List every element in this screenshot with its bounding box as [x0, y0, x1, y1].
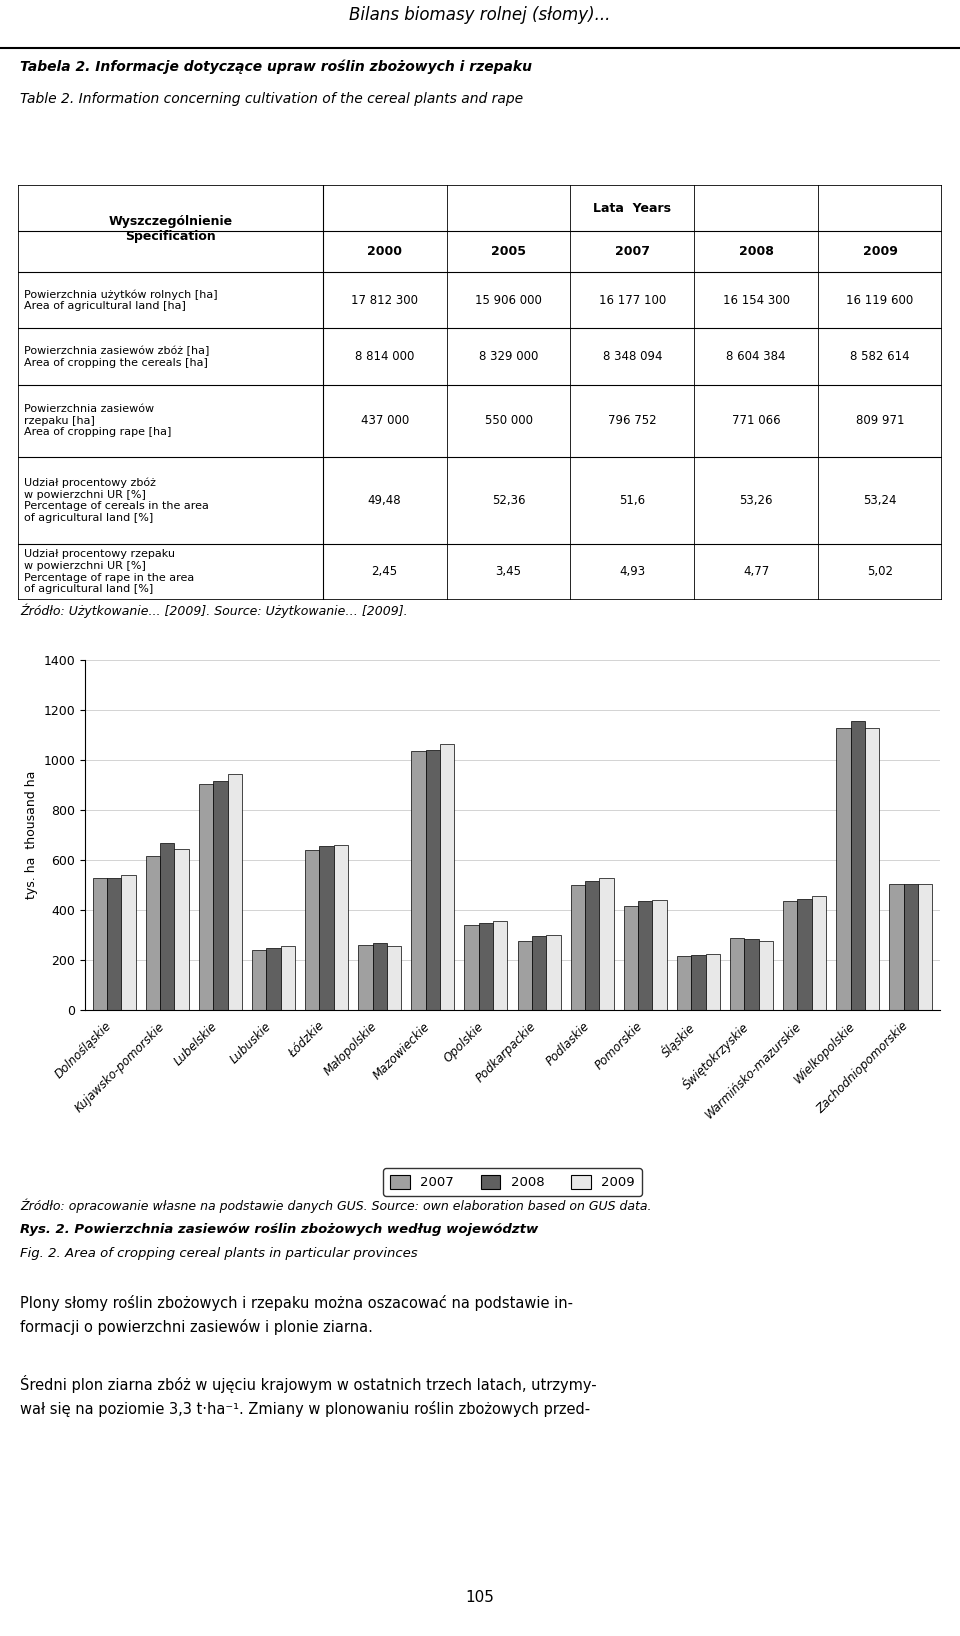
Bar	[493, 921, 508, 1009]
Text: 8 582 614: 8 582 614	[851, 350, 910, 363]
Text: Bilans biomasy rolnej (słomy)...: Bilans biomasy rolnej (słomy)...	[349, 7, 611, 25]
Text: 2000: 2000	[367, 245, 402, 258]
Text: Wyszczególnienie
Specification: Wyszczególnienie Specification	[108, 214, 232, 242]
Bar	[517, 941, 532, 1009]
Text: Table 2. Information concerning cultivation of the cereal plants and rape: Table 2. Information concerning cultivat…	[20, 92, 523, 106]
Text: Powierzchnia użytków rolnych [ha]
Area of agricultural land [ha]: Powierzchnia użytków rolnych [ha] Area o…	[24, 290, 218, 311]
Text: 16 177 100: 16 177 100	[599, 294, 666, 308]
Text: Powierzchnia zasiewów zbóż [ha]
Area of cropping the cereals [ha]: Powierzchnia zasiewów zbóż [ha] Area of …	[24, 345, 209, 368]
Bar	[372, 942, 387, 1009]
Bar	[638, 901, 653, 1009]
Text: 51,6: 51,6	[619, 494, 645, 507]
Bar	[798, 898, 812, 1009]
Text: 8 814 000: 8 814 000	[355, 350, 415, 363]
Bar	[320, 846, 334, 1009]
Text: Udział procentowy rzepaku
w powierzchni UR [%]
Percentage of rape in the area
of: Udział procentowy rzepaku w powierzchni …	[24, 550, 194, 594]
Bar	[599, 877, 613, 1009]
Text: 4,93: 4,93	[619, 566, 645, 578]
Text: 437 000: 437 000	[361, 414, 409, 427]
Text: Źródło: opracowanie własne na podstawie danych GUS. Source: own elaboration base: Źródło: opracowanie własne na podstawie …	[20, 1199, 652, 1214]
Bar	[653, 900, 667, 1009]
Bar	[836, 728, 851, 1009]
Bar	[570, 885, 585, 1009]
Text: 809 971: 809 971	[855, 414, 904, 427]
Text: 17 812 300: 17 812 300	[351, 294, 419, 308]
Text: 771 066: 771 066	[732, 414, 780, 427]
Text: Źródło: Użytkowanie... [2009]. Source: Użytkowanie… [2009].: Źródło: Użytkowanie... [2009]. Source: U…	[20, 604, 408, 618]
Text: 2007: 2007	[614, 245, 650, 258]
Bar	[121, 875, 135, 1009]
Bar	[546, 936, 561, 1009]
Text: 52,36: 52,36	[492, 494, 525, 507]
Bar	[706, 954, 720, 1009]
Bar	[93, 877, 107, 1009]
Text: 8 348 094: 8 348 094	[603, 350, 662, 363]
Bar	[425, 749, 440, 1009]
Text: 2008: 2008	[739, 245, 774, 258]
Text: Plony słomy roślin zbożowych i rzepaku można oszacować na podstawie in-
formacji: Plony słomy roślin zbożowych i rzepaku m…	[20, 1296, 573, 1335]
Text: 796 752: 796 752	[608, 414, 657, 427]
Bar	[479, 923, 493, 1009]
Bar	[758, 941, 773, 1009]
Bar	[334, 846, 348, 1009]
Bar	[213, 782, 228, 1009]
Bar	[783, 901, 798, 1009]
Bar	[585, 882, 599, 1009]
Bar	[691, 955, 706, 1009]
Text: 8 329 000: 8 329 000	[479, 350, 539, 363]
Text: 2009: 2009	[863, 245, 898, 258]
Bar	[199, 784, 213, 1009]
Bar	[889, 883, 903, 1009]
Text: 3,45: 3,45	[495, 566, 521, 578]
Bar	[146, 856, 160, 1009]
Y-axis label: tys. ha  thousand ha: tys. ha thousand ha	[25, 771, 37, 900]
Bar	[677, 957, 691, 1009]
Text: 15 906 000: 15 906 000	[475, 294, 542, 308]
Legend: 2007, 2008, 2009: 2007, 2008, 2009	[383, 1168, 641, 1196]
Text: 16 154 300: 16 154 300	[723, 294, 790, 308]
Bar	[411, 751, 425, 1009]
Bar	[812, 897, 827, 1009]
Bar	[730, 937, 744, 1009]
Text: Lata  Years: Lata Years	[593, 201, 671, 214]
Bar	[865, 728, 879, 1009]
Text: 2005: 2005	[491, 245, 526, 258]
Text: 53,24: 53,24	[863, 494, 897, 507]
Bar	[358, 946, 372, 1009]
Bar	[175, 849, 189, 1009]
Bar	[440, 744, 454, 1009]
Text: Fig. 2. Area of cropping cereal plants in particular provinces: Fig. 2. Area of cropping cereal plants i…	[20, 1248, 418, 1260]
Bar	[744, 939, 758, 1009]
Text: 5,02: 5,02	[867, 566, 893, 578]
Bar	[252, 951, 266, 1009]
Bar	[266, 947, 280, 1009]
Text: 4,77: 4,77	[743, 566, 769, 578]
Bar	[228, 774, 242, 1009]
Bar	[305, 851, 320, 1009]
Text: Powierzchnia zasiewów
rzepaku [ha]
Area of cropping rape [ha]: Powierzchnia zasiewów rzepaku [ha] Area …	[24, 404, 172, 437]
Text: 8 604 384: 8 604 384	[727, 350, 786, 363]
Text: 2,45: 2,45	[372, 566, 397, 578]
Bar	[918, 883, 932, 1009]
Bar	[280, 946, 295, 1009]
Bar	[160, 843, 175, 1009]
Bar	[465, 924, 479, 1009]
Text: Tabela 2. Informacje dotyczące upraw roślin zbożowych i rzepaku: Tabela 2. Informacje dotyczące upraw roś…	[20, 61, 532, 74]
Text: 550 000: 550 000	[485, 414, 533, 427]
Bar	[624, 906, 638, 1009]
Bar	[851, 721, 865, 1009]
Text: 53,26: 53,26	[739, 494, 773, 507]
Text: 49,48: 49,48	[368, 494, 401, 507]
Text: 105: 105	[466, 1590, 494, 1605]
Bar	[532, 936, 546, 1009]
Bar	[107, 877, 121, 1009]
Bar	[903, 883, 918, 1009]
Text: 16 119 600: 16 119 600	[847, 294, 914, 308]
Text: Rys. 2. Powierzchnia zasiewów roślin zbożowych według województw: Rys. 2. Powierzchnia zasiewów roślin zbo…	[20, 1222, 539, 1235]
Bar	[387, 946, 401, 1009]
Text: Średni plon ziarna zbóż w ujęciu krajowym w ostatnich trzech latach, utrzymy-
wa: Średni plon ziarna zbóż w ujęciu krajowy…	[20, 1374, 596, 1417]
Text: Udział procentowy zbóż
w powierzchni UR [%]
Percentage of cereals in the area
of: Udział procentowy zbóż w powierzchni UR …	[24, 478, 209, 524]
